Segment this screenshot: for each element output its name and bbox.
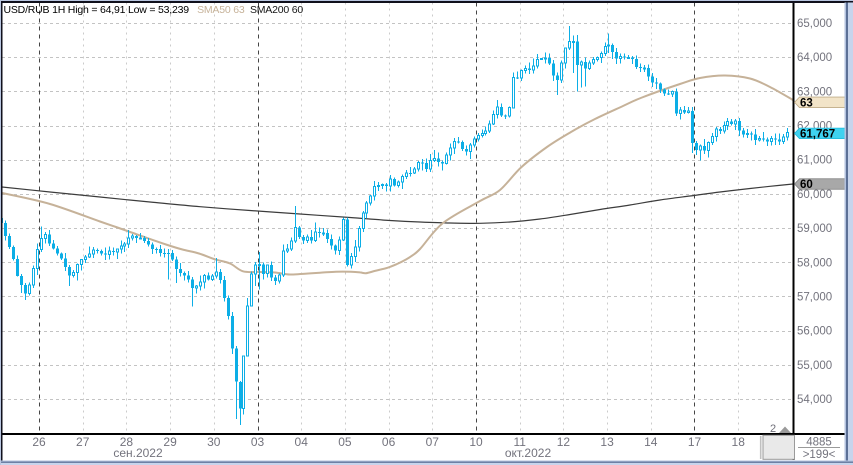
svg-text:59,000: 59,000 xyxy=(797,223,832,235)
svg-text:06: 06 xyxy=(382,435,396,449)
svg-text:13: 13 xyxy=(600,435,614,449)
svg-text:04: 04 xyxy=(295,435,309,449)
svg-text:USD/RUB 1H High = 64,91 Low =: USD/RUB 1H High = 64,91 Low = 53,239 SMA… xyxy=(4,4,304,16)
svg-text:окт.2022: окт.2022 xyxy=(505,446,552,460)
svg-text:>199<: >199< xyxy=(803,449,836,461)
svg-text:60: 60 xyxy=(800,179,813,191)
svg-text:56,000: 56,000 xyxy=(797,326,832,338)
svg-text:17: 17 xyxy=(688,435,702,449)
svg-text:64,000: 64,000 xyxy=(797,52,832,64)
svg-text:27: 27 xyxy=(76,435,90,449)
svg-text:03: 03 xyxy=(251,435,265,449)
svg-text:сен.2022: сен.2022 xyxy=(113,446,163,460)
svg-text:63,000: 63,000 xyxy=(797,86,832,98)
svg-text:14: 14 xyxy=(644,435,658,449)
svg-text:2: 2 xyxy=(770,423,776,435)
svg-text:60,000: 60,000 xyxy=(797,189,832,201)
svg-text:65,000: 65,000 xyxy=(797,18,832,30)
svg-text:05: 05 xyxy=(338,435,352,449)
svg-text:29: 29 xyxy=(163,435,177,449)
svg-text:58,000: 58,000 xyxy=(797,257,832,269)
svg-text:12: 12 xyxy=(557,435,571,449)
svg-text:61,000: 61,000 xyxy=(797,155,832,167)
svg-text:55,000: 55,000 xyxy=(797,360,832,372)
svg-text:4885: 4885 xyxy=(806,437,832,449)
svg-text:18: 18 xyxy=(732,435,746,449)
svg-text:57,000: 57,000 xyxy=(797,291,832,303)
svg-text:10: 10 xyxy=(469,435,483,449)
svg-text:11: 11 xyxy=(513,435,526,449)
svg-text:28: 28 xyxy=(120,435,134,449)
svg-text:61,767: 61,767 xyxy=(800,128,835,140)
svg-text:63: 63 xyxy=(800,97,813,109)
svg-text:07: 07 xyxy=(426,435,440,449)
svg-text:26: 26 xyxy=(32,435,46,449)
svg-text:30: 30 xyxy=(207,435,221,449)
svg-text:54,000: 54,000 xyxy=(797,394,832,406)
